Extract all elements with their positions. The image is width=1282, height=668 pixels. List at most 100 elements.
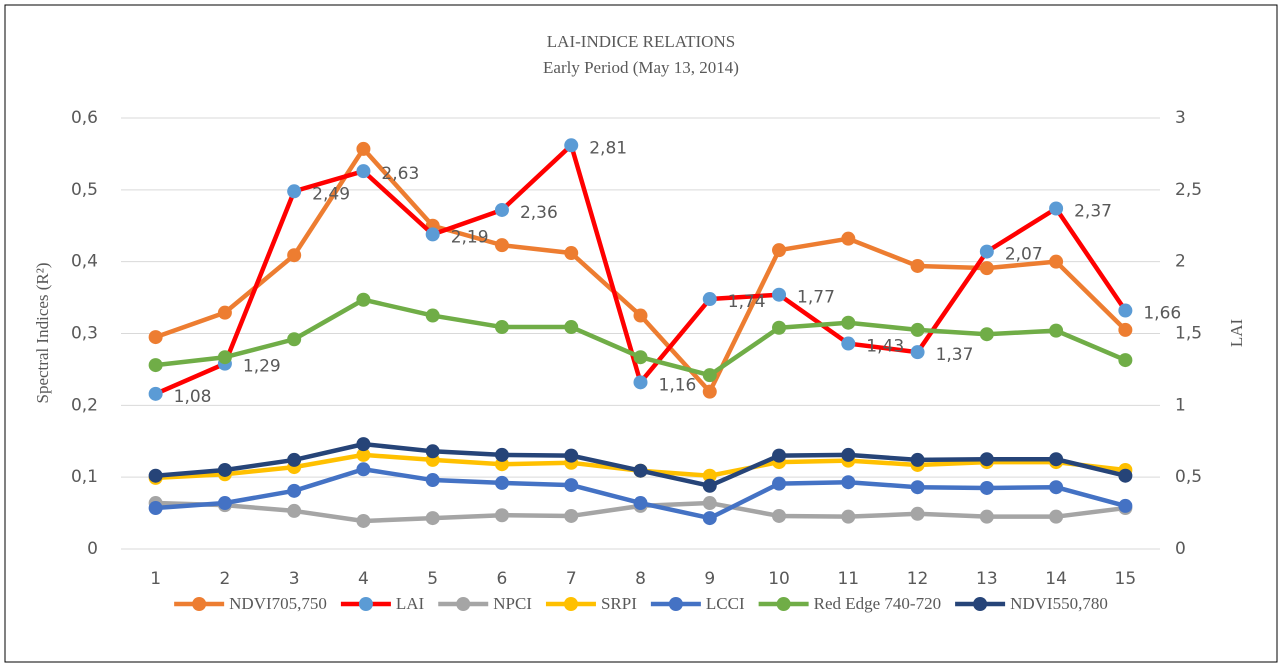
legend-item: NDVI705,750 — [174, 594, 327, 613]
data-point — [287, 332, 302, 347]
data-point — [702, 511, 717, 526]
legend-label: NDVI705,750 — [229, 594, 327, 613]
data-point — [148, 468, 163, 483]
y-tick-label: 0,6 — [71, 108, 98, 128]
data-point — [910, 506, 925, 521]
y-tick-label: 0,1 — [71, 467, 98, 487]
y2-tick-label: 2,5 — [1175, 180, 1202, 200]
data-label: 1,29 — [243, 357, 281, 377]
data-point — [564, 138, 579, 153]
data-point — [979, 244, 994, 259]
data-point — [356, 292, 371, 307]
data-point — [356, 437, 371, 452]
y-tick-label: 0,5 — [71, 180, 98, 200]
legend-label: LAI — [396, 594, 425, 613]
data-point — [287, 184, 302, 199]
x-tick-label: 10 — [768, 569, 790, 589]
data-point — [772, 320, 787, 335]
data-point — [979, 261, 994, 276]
data-point — [148, 330, 163, 345]
data-point — [217, 350, 232, 365]
data-label: 2,37 — [1074, 202, 1112, 222]
data-point — [910, 258, 925, 273]
data-point — [1118, 322, 1133, 337]
data-point — [979, 480, 994, 495]
data-label: 1,37 — [936, 345, 974, 365]
data-point — [217, 305, 232, 320]
data-point — [702, 478, 717, 493]
y2-tick-label: 3 — [1175, 108, 1186, 128]
data-point — [702, 468, 717, 483]
data-label: 1,43 — [866, 337, 904, 357]
y2-axis-title: LAI — [1227, 319, 1246, 348]
data-point — [1118, 468, 1133, 483]
data-point — [979, 327, 994, 342]
legend-item: NPCI — [438, 594, 532, 613]
x-tick-label: 15 — [1115, 569, 1137, 589]
data-point — [910, 452, 925, 467]
data-point — [564, 478, 579, 493]
data-label: 2,07 — [1005, 245, 1043, 265]
data-point — [772, 243, 787, 258]
data-point — [979, 452, 994, 467]
data-point — [564, 320, 579, 335]
x-tick-label: 4 — [358, 569, 369, 589]
data-point — [841, 231, 856, 246]
data-point — [1049, 509, 1064, 524]
data-label: 1,77 — [797, 288, 835, 308]
data-label: 1,08 — [174, 387, 212, 407]
legend-marker — [456, 597, 471, 611]
data-point — [564, 508, 579, 523]
y2-tick-label: 2 — [1175, 252, 1186, 272]
legend-marker — [668, 597, 683, 611]
y2-tick-label: 0 — [1175, 539, 1186, 559]
data-point — [979, 509, 994, 524]
legend-label: NDVI550,780 — [1010, 594, 1108, 613]
data-point — [702, 292, 717, 307]
x-tick-label: 9 — [704, 569, 715, 589]
data-point — [633, 350, 648, 365]
y-axis-title: Spectral Indices (R²) — [33, 262, 52, 403]
data-point — [148, 386, 163, 401]
data-point — [772, 476, 787, 491]
data-point — [356, 141, 371, 156]
data-point — [356, 462, 371, 477]
data-label: 1,66 — [1143, 304, 1181, 324]
y2-tick-label: 0,5 — [1175, 467, 1202, 487]
legend-label: Red Edge 740-720 — [814, 594, 941, 613]
data-point — [564, 448, 579, 463]
data-point — [356, 513, 371, 528]
data-point — [910, 322, 925, 337]
data-point — [772, 508, 787, 523]
data-point — [772, 287, 787, 302]
data-label: 2,49 — [312, 184, 350, 204]
data-point — [702, 368, 717, 383]
legend-item: SRPI — [545, 594, 637, 613]
x-tick-label: 1 — [150, 569, 161, 589]
legend-marker — [358, 597, 373, 611]
y-tick-label: 0,4 — [71, 252, 98, 272]
data-point — [564, 246, 579, 261]
legend-item: Red Edge 740-720 — [758, 594, 941, 613]
x-tick-label: 13 — [976, 569, 998, 589]
x-tick-label: 6 — [497, 569, 508, 589]
data-point — [494, 447, 509, 462]
legend-marker — [192, 597, 207, 611]
data-label: 1,74 — [728, 292, 766, 312]
x-tick-label: 2 — [219, 569, 230, 589]
data-point — [425, 308, 440, 323]
data-label: 1,16 — [659, 375, 697, 395]
y-tick-label: 0,3 — [71, 324, 98, 344]
data-point — [287, 248, 302, 263]
data-point — [1049, 480, 1064, 495]
data-point — [841, 315, 856, 330]
data-point — [1118, 498, 1133, 513]
data-point — [633, 463, 648, 478]
data-point — [494, 202, 509, 217]
legend-label: SRPI — [601, 594, 637, 613]
data-point — [494, 508, 509, 523]
x-tick-label: 12 — [907, 569, 929, 589]
data-point — [633, 308, 648, 323]
data-point — [702, 384, 717, 399]
